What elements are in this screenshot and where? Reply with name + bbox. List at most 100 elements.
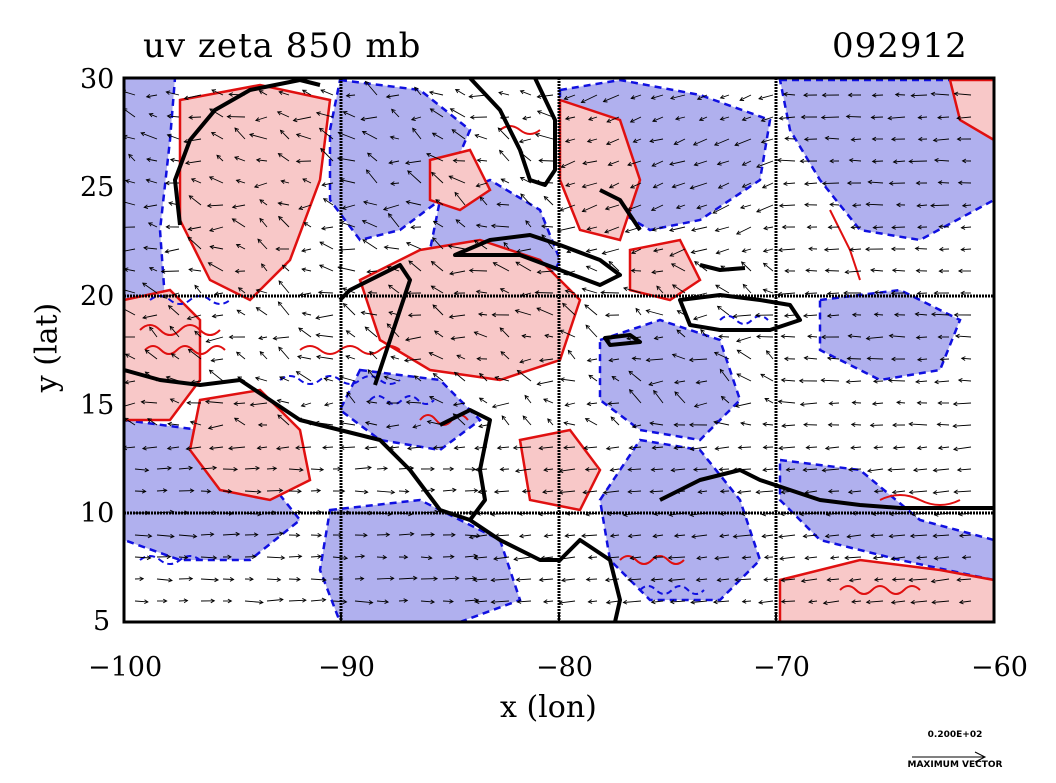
wind-vector-head [226, 114, 232, 119]
wind-vector-head [231, 204, 237, 209]
wind-vector [646, 358, 664, 361]
wind-vector-head [188, 115, 193, 120]
wind-vector-head [713, 420, 719, 425]
wind-vector-head [653, 389, 658, 395]
wind-vector-head [342, 287, 348, 292]
y-tick-label: 30 [80, 64, 115, 95]
wind-vector-head [211, 313, 217, 319]
wind-vector-head [626, 335, 631, 341]
wind-vector-head [585, 577, 591, 582]
wind-vector-head [628, 388, 634, 394]
wind-vector-head [253, 183, 259, 189]
x-tick-label: −90 [318, 652, 375, 683]
wind-vector [278, 280, 290, 294]
wind-vector [367, 369, 378, 382]
wind-vector [698, 490, 708, 493]
wind-vector [515, 261, 532, 272]
wind-vector [909, 578, 928, 581]
wind-vector [236, 351, 246, 360]
wind-vector [676, 490, 686, 493]
wind-vector [524, 395, 532, 404]
wind-vector [237, 376, 246, 382]
wind-vector-head [449, 271, 454, 276]
wind-vector-head [714, 555, 719, 561]
wind-vector [565, 182, 576, 187]
wind-vector-head [500, 178, 506, 183]
wind-vector [454, 192, 466, 206]
wind-vector-head [696, 555, 701, 561]
wind-vector [588, 374, 598, 382]
wind-vector [611, 376, 620, 382]
wind-vector [362, 131, 378, 140]
wind-vector-head [622, 286, 628, 292]
wind-vector [296, 371, 312, 382]
wind-vector-head [891, 577, 897, 582]
wind-vector-head [850, 422, 856, 427]
wind-vector-head [720, 395, 726, 401]
wind-vector-head [317, 290, 323, 295]
wind-vector-head [763, 577, 768, 582]
wind-vector-head [693, 161, 699, 167]
wind-vector-head [383, 466, 389, 471]
wind-vector-head [406, 290, 412, 296]
wind-vector-head [390, 181, 395, 186]
wind-vector-head [675, 489, 680, 494]
wind-vector [565, 290, 576, 294]
wind-vector [519, 151, 532, 162]
wind-vector [696, 204, 708, 209]
wind-vector-head [521, 489, 527, 494]
wind-vector-head [412, 575, 418, 581]
wind-vector [934, 556, 950, 560]
wind-vector-head [383, 245, 389, 250]
wind-vector [522, 490, 532, 492]
wind-vector [954, 490, 972, 493]
wind-vector [933, 468, 950, 471]
wind-vector-head [168, 201, 173, 206]
wind-vector-head [409, 465, 415, 471]
wind-vector-head [762, 262, 768, 268]
wind-vector-head [829, 202, 834, 207]
wind-vector [404, 358, 422, 362]
wind-vector-head [933, 555, 939, 561]
wind-vector [872, 160, 884, 162]
wind-vector-head [827, 422, 833, 428]
wind-vector [431, 285, 444, 294]
wind-vector-head [690, 227, 696, 232]
wind-vector-head [693, 403, 699, 408]
wind-vector-head [607, 161, 613, 167]
wind-vector [805, 292, 818, 295]
wind-vector [784, 314, 796, 317]
wind-vector [520, 177, 532, 184]
wind-vector [761, 116, 774, 122]
wind-vector-head [937, 115, 942, 120]
wind-vector [469, 94, 488, 98]
wind-vector [778, 292, 796, 295]
wind-vector [298, 327, 312, 338]
wind-vector [134, 534, 152, 537]
wind-vector [354, 490, 368, 493]
wind-vector [148, 222, 158, 228]
wind-vector [376, 467, 388, 470]
wind-vector [361, 311, 378, 316]
wind-vector [134, 490, 146, 492]
wind-vector-head [960, 225, 966, 230]
wind-vector-head [605, 445, 611, 451]
wind-vector-head [601, 250, 607, 255]
wind-vector [187, 236, 202, 250]
wind-vector [280, 129, 290, 140]
wind-vector-head [210, 132, 216, 137]
wind-vector [653, 556, 664, 558]
wind-vector-head [649, 489, 654, 494]
wind-vector [141, 401, 158, 404]
wind-vector [229, 93, 246, 96]
wind-vector-head [821, 467, 827, 473]
wind-vector-head [209, 108, 214, 113]
wind-vector-head [916, 357, 922, 362]
wind-vector-head [345, 330, 351, 335]
wind-vector-head [961, 203, 967, 208]
wind-vector-head [956, 136, 962, 142]
wind-vector [414, 87, 422, 96]
wind-vector-head [958, 599, 964, 605]
wind-vector-head [277, 201, 283, 206]
wind-vector [823, 600, 840, 604]
